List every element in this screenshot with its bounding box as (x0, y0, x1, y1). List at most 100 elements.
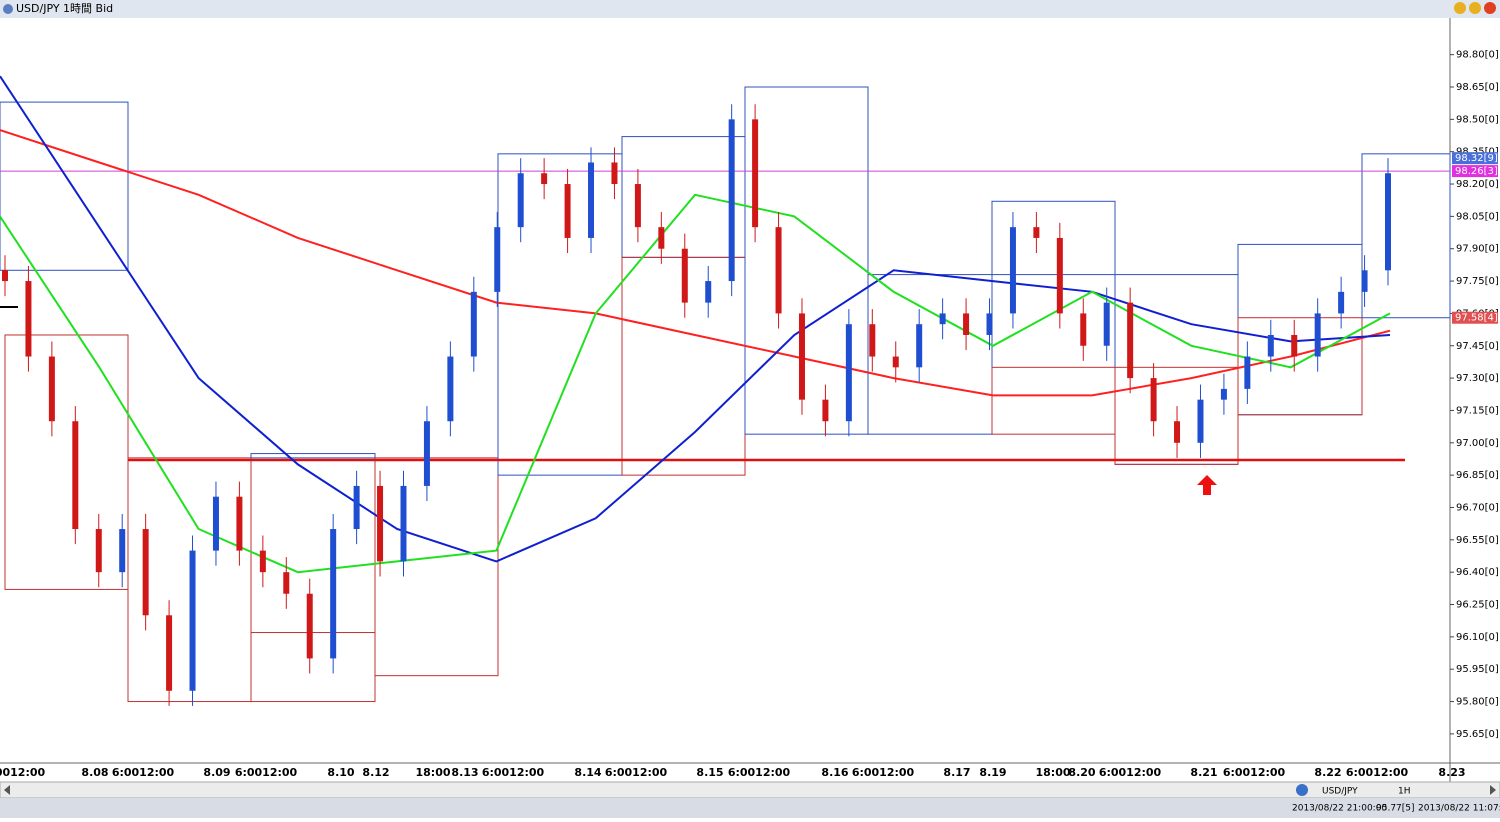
y-tick-label: 98.20[0] (1456, 179, 1499, 190)
x-tick-label: 6:0012:00 (1099, 766, 1162, 779)
candle-body (1033, 227, 1040, 238)
y-tick-label: 96.85[0] (1456, 470, 1499, 481)
x-tick-label: 8.21 (1190, 766, 1217, 779)
y-tick-label: 96.10[0] (1456, 632, 1499, 643)
y-tick-label: 96.40[0] (1456, 567, 1499, 578)
close-button[interactable] (1484, 2, 1496, 14)
y-tick-label: 96.55[0] (1456, 535, 1499, 546)
minimize-button[interactable] (1454, 2, 1466, 14)
maximize-button[interactable] (1469, 2, 1481, 14)
y-tick-label: 95.80[0] (1456, 697, 1499, 708)
globe-icon[interactable] (1296, 784, 1308, 796)
candle-body (705, 281, 712, 303)
x-tick-label: 8.20 (1068, 766, 1095, 779)
moving-average (0, 75, 1391, 563)
range-box (374, 457, 499, 677)
candle-body (681, 248, 688, 303)
candle-body (517, 173, 524, 228)
y-tick-label: 95.65[0] (1456, 729, 1499, 740)
candle-body (423, 421, 430, 486)
y-tick-label: 98.05[0] (1456, 211, 1499, 222)
candle-body (845, 324, 852, 422)
price-tag-label: 98.32[9] (1455, 153, 1498, 164)
arrow-marker (1197, 475, 1217, 495)
y-tick-label: 97.15[0] (1456, 405, 1499, 416)
candle-body (353, 485, 360, 530)
period-select[interactable]: 1H (1398, 787, 1411, 797)
x-tick-label: 8.10 (327, 766, 354, 779)
range-box (1237, 317, 1363, 416)
moving-average (0, 129, 1391, 397)
candle-body (306, 593, 313, 659)
candle-body (1150, 378, 1157, 422)
price-tag (1452, 311, 1498, 324)
candle-body (963, 313, 970, 335)
candle-body (1267, 334, 1274, 357)
candle-body (1174, 421, 1181, 443)
candle-body (142, 529, 149, 616)
y-tick-label: 96.25[0] (1456, 600, 1499, 611)
candle-body (541, 173, 548, 185)
price-tag-label: 98.26[3] (1455, 166, 1498, 177)
candle-body (1056, 237, 1063, 314)
x-tick-label: 6:0012:00 (112, 766, 175, 779)
y-tick-label: 98.65[0] (1456, 82, 1499, 93)
scroll-left[interactable] (4, 785, 10, 795)
range-box (1361, 153, 1451, 319)
candle-body (236, 496, 243, 551)
moving-average (0, 193, 1391, 574)
range-box (1114, 366, 1239, 465)
candle-body (986, 313, 993, 335)
candle-body (869, 324, 876, 357)
candle-body (775, 227, 782, 314)
candle-body (1103, 302, 1110, 346)
candle-body (1314, 313, 1321, 357)
x-tick-label: 18:00 (415, 766, 450, 779)
candle-body (2, 270, 8, 282)
status-bar (0, 798, 1500, 818)
app-icon (3, 4, 13, 14)
cursor-price: 95.77[5] (1376, 804, 1415, 814)
candle-body (658, 227, 665, 249)
range-box (250, 453, 376, 459)
candle-body (1291, 334, 1298, 357)
candle-body (72, 421, 79, 530)
candle-body (283, 572, 290, 594)
range-box (0, 101, 129, 271)
x-tick-label: 6:0012:00 (852, 766, 915, 779)
scrollbar[interactable] (0, 781, 1500, 799)
candle-body (752, 119, 759, 228)
candle-body (166, 615, 173, 691)
x-tick-label: 0012:00 (0, 766, 46, 779)
candle-body (470, 291, 477, 357)
x-tick-label: 8.09 (203, 766, 230, 779)
candle-body (1009, 227, 1016, 314)
candle-body (494, 227, 501, 292)
candle-body (916, 324, 923, 368)
x-tick-label: 6:0012:00 (1223, 766, 1286, 779)
window-title: USD/JPY 1時間 Bid (16, 2, 113, 15)
candle-body (892, 356, 899, 368)
y-tick-label: 97.30[0] (1456, 373, 1499, 384)
price-tag-label: 97.58[4] (1455, 313, 1498, 324)
candle-body (259, 550, 266, 573)
y-tick-label: 97.90[0] (1456, 244, 1499, 255)
candle-body (1244, 356, 1251, 389)
candle-body (564, 184, 571, 238)
range-box (991, 200, 1116, 276)
candle-body (95, 529, 102, 573)
candle-body (588, 162, 595, 238)
plot-area (0, 18, 1450, 763)
candle-body (189, 550, 196, 691)
title-bar (0, 0, 1500, 18)
x-tick-label: 8.15 (696, 766, 723, 779)
candle-body (822, 399, 829, 422)
x-tick-label: 8.12 (362, 766, 389, 779)
price-tag (1452, 165, 1498, 178)
x-tick-label: 8.17 (943, 766, 970, 779)
x-tick-label: 6:0012:00 (728, 766, 791, 779)
scroll-right[interactable] (1490, 785, 1496, 795)
symbol-select[interactable]: USD/JPY (1322, 787, 1358, 797)
x-tick-label: 6:0012:00 (605, 766, 668, 779)
